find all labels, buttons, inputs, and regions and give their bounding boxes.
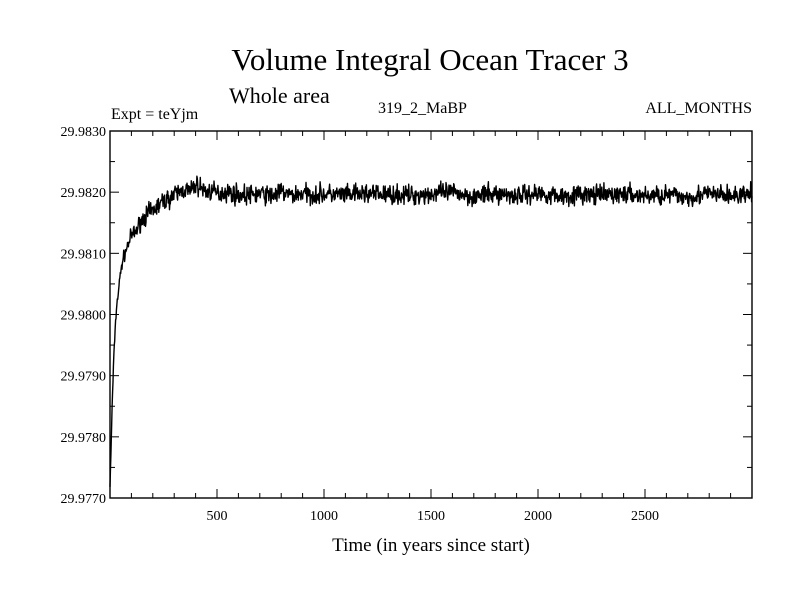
y-tick-label: 29.9780 [61, 431, 107, 446]
x-axis-label: Time (in years since start) [332, 535, 530, 556]
y-tick-label: 29.9770 [61, 492, 107, 507]
series-line [109, 175, 753, 487]
x-tick-label: 1500 [417, 509, 445, 524]
chart-subtitle: Whole area [229, 83, 330, 108]
x-tick-label: 2000 [524, 509, 552, 524]
y-tick-label: 29.9800 [61, 309, 107, 324]
axis-ticks: 29.9770 29.9780 29.9790 29.9800 29.9810 29.98… [61, 125, 752, 524]
x-tick-label: 500 [207, 509, 228, 524]
y-tick-label: 29.9830 [61, 125, 107, 140]
y-tick-label: 29.9810 [61, 247, 107, 262]
x-tick-label: 2500 [631, 509, 659, 524]
experiment-label: Expt = teYjm [111, 106, 199, 123]
y-tick-label: 29.9790 [61, 370, 107, 385]
plot-area [109, 175, 753, 487]
plot-frame [109, 130, 753, 499]
chart-title: Volume Integral Ocean Tracer 3 [231, 42, 629, 77]
run-label: 319_2_MaBP [378, 100, 467, 117]
period-label: ALL_MONTHS [645, 100, 752, 117]
y-tick-label: 29.9820 [61, 186, 107, 201]
x-tick-label: 1000 [310, 509, 338, 524]
